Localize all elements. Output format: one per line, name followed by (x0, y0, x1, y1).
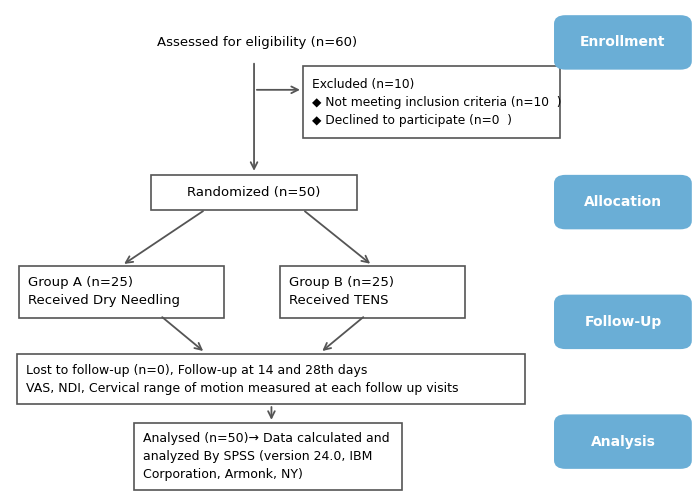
FancyBboxPatch shape (555, 176, 690, 229)
Text: Analysed (n=50)→ Data calculated and
analyzed By SPSS (version 24.0, IBM
Corpora: Analysed (n=50)→ Data calculated and ana… (143, 432, 390, 481)
Text: Allocation: Allocation (584, 195, 662, 209)
Text: Excluded (n=10)
◆ Not meeting inclusion criteria (n=10  )
◆ Declined to particip: Excluded (n=10) ◆ Not meeting inclusion … (312, 78, 561, 127)
FancyBboxPatch shape (19, 265, 224, 318)
Text: Enrollment: Enrollment (580, 35, 665, 49)
FancyBboxPatch shape (555, 16, 690, 68)
FancyBboxPatch shape (134, 423, 402, 490)
Text: Group B (n=25)
Received TENS: Group B (n=25) Received TENS (290, 276, 394, 307)
Text: Analysis: Analysis (590, 435, 656, 449)
FancyBboxPatch shape (280, 265, 465, 318)
Text: Group A (n=25)
Received Dry Needling: Group A (n=25) Received Dry Needling (28, 276, 180, 307)
Text: Assessed for eligibility (n=60): Assessed for eligibility (n=60) (157, 36, 358, 49)
FancyBboxPatch shape (17, 354, 525, 404)
FancyBboxPatch shape (555, 415, 690, 468)
FancyBboxPatch shape (555, 295, 690, 348)
Text: Follow-Up: Follow-Up (585, 315, 661, 329)
FancyBboxPatch shape (152, 175, 356, 210)
Text: Lost to follow-up (n=0), Follow-up at 14 and 28th days
VAS, NDI, Cervical range : Lost to follow-up (n=0), Follow-up at 14… (26, 364, 459, 395)
FancyBboxPatch shape (303, 66, 560, 138)
Text: Randomized (n=50): Randomized (n=50) (187, 186, 321, 199)
